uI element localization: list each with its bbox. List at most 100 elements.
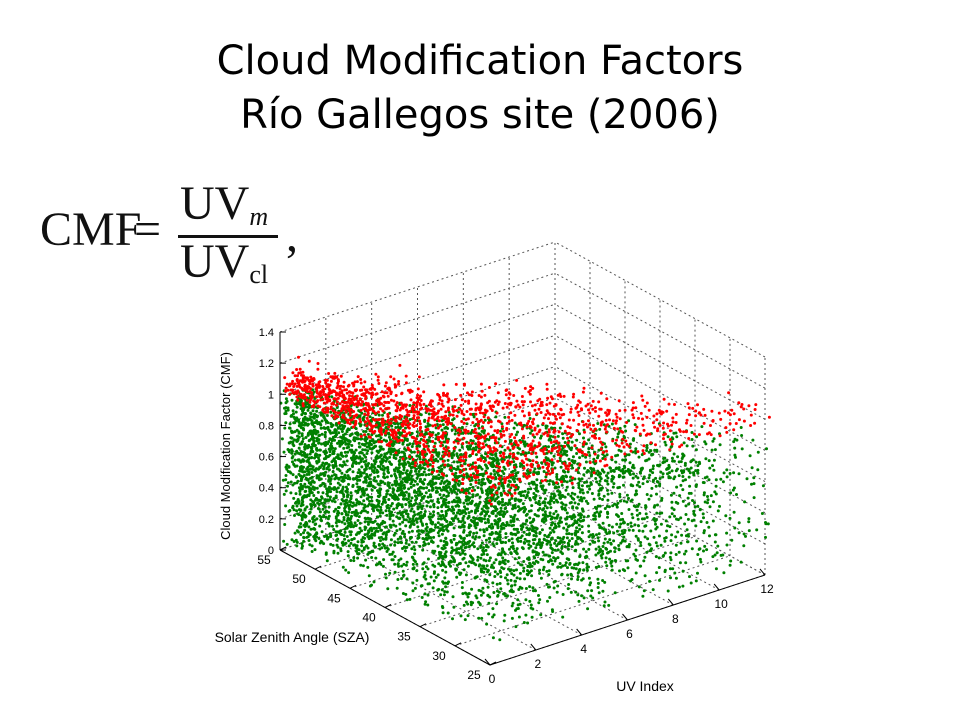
green-point: [425, 522, 428, 526]
green-point: [627, 543, 631, 546]
green-point: [293, 417, 297, 421]
green-point: [539, 436, 543, 440]
green-point: [401, 569, 405, 573]
green-point: [609, 541, 613, 545]
green-point: [614, 559, 618, 563]
green-point: [713, 553, 717, 557]
green-point: [387, 530, 390, 533]
green-point: [714, 478, 718, 482]
green-point: [542, 470, 546, 473]
green-point: [432, 510, 436, 514]
green-point: [403, 535, 407, 539]
green-point: [352, 524, 356, 528]
green-point: [342, 460, 346, 464]
green-point: [307, 511, 311, 515]
green-point: [502, 515, 505, 518]
green-point: [629, 469, 633, 473]
green-point: [415, 496, 419, 500]
green-point: [470, 501, 474, 504]
green-point: [458, 500, 462, 504]
green-point: [444, 512, 448, 516]
title-line-2: Río Gallegos site (2006): [240, 92, 720, 138]
green-point: [293, 402, 297, 406]
green-point: [647, 476, 651, 480]
green-point: [394, 466, 398, 470]
green-point: [322, 415, 326, 418]
green-point: [457, 479, 461, 483]
green-point: [309, 507, 313, 511]
green-point: [518, 577, 522, 581]
green-point: [629, 483, 633, 487]
green-point: [289, 480, 293, 484]
green-point: [396, 537, 400, 541]
green-point: [320, 495, 323, 499]
green-point: [455, 541, 458, 545]
green-point: [497, 511, 501, 514]
green-point: [496, 593, 500, 597]
green-point: [350, 444, 354, 447]
green-point: [408, 442, 412, 446]
green-point: [312, 488, 316, 491]
green-point: [400, 489, 404, 493]
green-point: [669, 539, 673, 543]
green-point: [503, 552, 507, 556]
green-point: [523, 489, 527, 493]
green-point: [464, 561, 468, 565]
green-point: [490, 453, 494, 457]
green-point: [296, 512, 300, 516]
green-point: [549, 537, 553, 541]
green-point: [601, 457, 605, 460]
green-point: [593, 505, 597, 509]
green-point: [646, 480, 649, 484]
green-point: [602, 541, 606, 545]
green-point: [700, 425, 704, 429]
green-point: [340, 498, 344, 502]
green-point: [297, 501, 301, 505]
fraction-bar: [178, 235, 278, 238]
green-point: [561, 593, 565, 596]
green-point: [654, 555, 658, 559]
green-point: [326, 465, 330, 469]
green-point: [623, 539, 627, 543]
green-point: [624, 458, 628, 462]
green-point: [561, 432, 565, 436]
green-point: [533, 538, 537, 541]
green-point: [651, 464, 655, 468]
green-point: [538, 598, 542, 602]
green-point: [367, 502, 371, 506]
green-point: [513, 583, 517, 587]
green-point: [399, 557, 403, 561]
green-point: [560, 520, 563, 524]
green-point: [521, 502, 525, 506]
green-point: [578, 490, 582, 494]
green-point: [684, 549, 688, 553]
green-point: [466, 614, 470, 618]
green-point: [550, 547, 554, 551]
green-point: [698, 462, 702, 466]
green-point: [657, 566, 661, 569]
green-point: [379, 453, 383, 457]
green-point: [484, 464, 488, 468]
green-point: [506, 484, 510, 488]
green-point: [514, 625, 518, 629]
green-point: [466, 502, 469, 506]
green-point: [563, 441, 567, 444]
green-point: [578, 554, 582, 558]
green-point: [587, 530, 591, 533]
green-point: [618, 533, 622, 537]
green-point: [443, 590, 447, 594]
green-point: [663, 539, 667, 543]
green-point: [582, 473, 586, 477]
green-point: [572, 461, 576, 465]
green-point: [567, 558, 571, 562]
green-point: [688, 484, 692, 488]
green-point: [601, 545, 605, 548]
green-point: [597, 591, 601, 595]
green-point: [679, 516, 683, 520]
green-point: [346, 513, 350, 517]
green-point: [436, 506, 440, 510]
green-point: [660, 496, 664, 500]
green-point: [362, 480, 366, 484]
green-point: [428, 512, 432, 516]
green-point: [358, 451, 362, 455]
